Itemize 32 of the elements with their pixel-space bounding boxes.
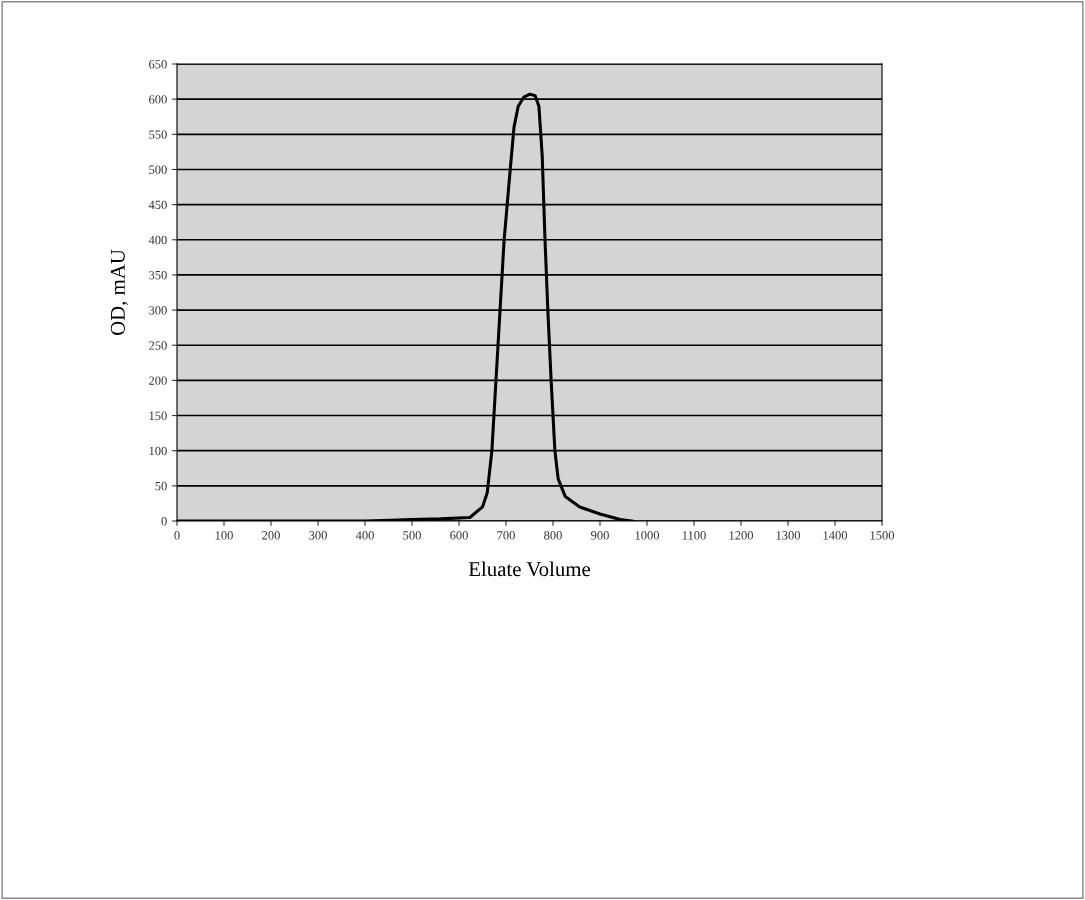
x-tick-label: 900 — [591, 531, 609, 540]
y-axis-title: OD, mAU — [110, 249, 128, 336]
x-axis-title: Eluate Volume — [468, 561, 591, 577]
y-tick-label: 500 — [149, 165, 167, 174]
y-tick-label: 650 — [149, 60, 167, 69]
x-tick-label: 1100 — [682, 531, 706, 540]
x-tick-label: 100 — [215, 531, 233, 540]
y-tick-label: 200 — [149, 376, 167, 385]
x-tick-label: 600 — [450, 531, 468, 540]
x-tick-label: 0 — [174, 531, 180, 540]
x-tick-label: 300 — [309, 531, 327, 540]
x-tick-label: 700 — [497, 531, 515, 540]
x-tick-label: 200 — [262, 531, 280, 540]
x-tick-label: 1400 — [823, 531, 848, 540]
y-tick-label: 300 — [149, 306, 167, 315]
y-tick-label: 450 — [148, 200, 167, 210]
x-tick-label: 1000 — [635, 531, 660, 540]
x-tick-label: 800 — [544, 531, 562, 540]
x-tick-label: 500 — [403, 531, 421, 540]
y-tick-label: 100 — [149, 446, 167, 456]
x-tick-label: 1500 — [870, 531, 895, 540]
y-tick-label: 250 — [149, 341, 167, 350]
y-tick-label: 600 — [149, 95, 167, 104]
y-tick-label: 50 — [155, 481, 167, 491]
y-tick-label: 150 — [149, 411, 167, 420]
x-tick-label: 400 — [355, 531, 374, 540]
x-tick-label: 1200 — [729, 531, 754, 540]
y-tick-label: 400 — [148, 235, 167, 245]
y-tick-label: 350 — [149, 270, 167, 280]
y-tick-label: 550 — [149, 130, 167, 139]
y-tick-label: 0 — [161, 517, 167, 526]
x-tick-label: 1300 — [776, 531, 801, 540]
